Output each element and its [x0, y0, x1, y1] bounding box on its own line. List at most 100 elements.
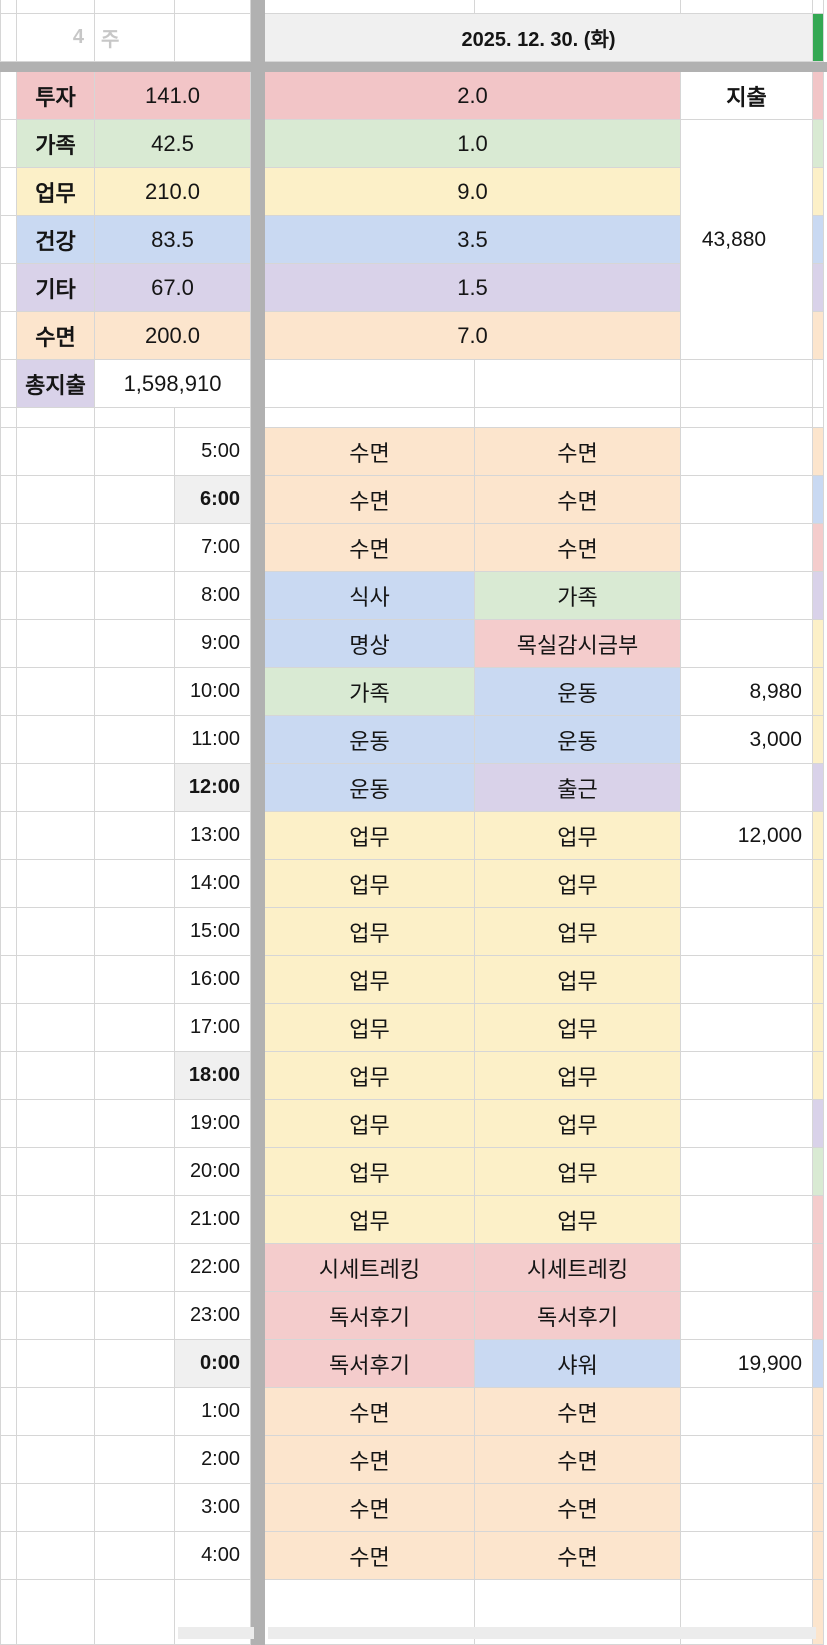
- plan-activity-cell[interactable]: 수면: [265, 1436, 475, 1484]
- actual-activity-cell[interactable]: 업무: [475, 956, 681, 1004]
- time-label-cell[interactable]: 16:00: [175, 956, 251, 1004]
- category-label[interactable]: 업무: [17, 168, 95, 216]
- row-expense-cell[interactable]: [681, 572, 813, 620]
- time-label-cell[interactable]: 2:00: [175, 1436, 251, 1484]
- plan-activity-cell[interactable]: 수면: [265, 1484, 475, 1532]
- time-label-cell[interactable]: 14:00: [175, 860, 251, 908]
- plan-activity-cell[interactable]: 수면: [265, 1532, 475, 1580]
- date-header-cell[interactable]: 2025. 12. 30. (화): [265, 14, 813, 62]
- expense-column-header[interactable]: 지출: [681, 72, 813, 120]
- plan-activity-cell[interactable]: 수면: [265, 428, 475, 476]
- time-label-cell[interactable]: 22:00: [175, 1244, 251, 1292]
- actual-activity-cell[interactable]: 수면: [475, 1532, 681, 1580]
- row-expense-cell[interactable]: [681, 1148, 813, 1196]
- plan-activity-cell[interactable]: 업무: [265, 1100, 475, 1148]
- time-label-cell[interactable]: 13:00: [175, 812, 251, 860]
- plan-activity-cell[interactable]: 수면: [265, 524, 475, 572]
- time-label-cell[interactable]: 11:00: [175, 716, 251, 764]
- plan-activity-cell[interactable]: 업무: [265, 1196, 475, 1244]
- actual-activity-cell[interactable]: 출근: [475, 764, 681, 812]
- row-expense-cell[interactable]: [681, 1196, 813, 1244]
- category-day-value[interactable]: 1.0: [265, 120, 681, 168]
- actual-activity-cell[interactable]: 수면: [475, 476, 681, 524]
- actual-activity-cell[interactable]: 업무: [475, 812, 681, 860]
- category-expense-cell[interactable]: [681, 168, 813, 216]
- row-expense-cell[interactable]: [681, 1484, 813, 1532]
- time-label-cell[interactable]: 15:00: [175, 908, 251, 956]
- row-expense-cell[interactable]: [681, 860, 813, 908]
- actual-activity-cell[interactable]: 시세트레킹: [475, 1244, 681, 1292]
- actual-activity-cell[interactable]: 수면: [475, 524, 681, 572]
- plan-activity-cell[interactable]: 운동: [265, 716, 475, 764]
- row-expense-cell[interactable]: [681, 764, 813, 812]
- plan-activity-cell[interactable]: 명상: [265, 620, 475, 668]
- row-expense-cell[interactable]: [681, 1388, 813, 1436]
- week-number-cell[interactable]: 4: [17, 14, 95, 62]
- row-expense-cell[interactable]: [681, 1244, 813, 1292]
- plan-activity-cell[interactable]: 업무: [265, 908, 475, 956]
- time-label-cell[interactable]: 19:00: [175, 1100, 251, 1148]
- time-label-cell[interactable]: 10:00: [175, 668, 251, 716]
- actual-activity-cell[interactable]: 수면: [475, 1484, 681, 1532]
- category-week-total[interactable]: 210.0: [95, 168, 251, 216]
- week-label-cell[interactable]: 주: [95, 14, 175, 62]
- plan-activity-cell[interactable]: 업무: [265, 1004, 475, 1052]
- row-expense-cell[interactable]: [681, 620, 813, 668]
- category-day-value[interactable]: 1.5: [265, 264, 681, 312]
- row-expense-cell[interactable]: 8,980: [681, 668, 813, 716]
- plan-activity-cell[interactable]: 업무: [265, 1148, 475, 1196]
- plan-activity-cell[interactable]: 시세트레킹: [265, 1244, 475, 1292]
- time-label-cell[interactable]: 7:00: [175, 524, 251, 572]
- category-expense-cell[interactable]: [681, 120, 813, 168]
- row-expense-cell[interactable]: [681, 524, 813, 572]
- actual-activity-cell[interactable]: 업무: [475, 1196, 681, 1244]
- plan-activity-cell[interactable]: 업무: [265, 1052, 475, 1100]
- time-label-cell[interactable]: 18:00: [175, 1052, 251, 1100]
- plan-activity-cell[interactable]: 독서후기: [265, 1292, 475, 1340]
- plan-activity-cell[interactable]: 독서후기: [265, 1340, 475, 1388]
- category-day-value[interactable]: 9.0: [265, 168, 681, 216]
- row-expense-cell[interactable]: [681, 1436, 813, 1484]
- actual-activity-cell[interactable]: 운동: [475, 716, 681, 764]
- plan-activity-cell[interactable]: 식사: [265, 572, 475, 620]
- category-week-total[interactable]: 141.0: [95, 72, 251, 120]
- actual-activity-cell[interactable]: 독서후기: [475, 1292, 681, 1340]
- actual-activity-cell[interactable]: 업무: [475, 1100, 681, 1148]
- category-expense-cell[interactable]: [681, 312, 813, 360]
- total-expense-value[interactable]: 1,598,910: [95, 360, 251, 408]
- total-expense-label[interactable]: 총지출: [17, 360, 95, 408]
- category-week-total[interactable]: 67.0: [95, 264, 251, 312]
- plan-activity-cell[interactable]: 업무: [265, 860, 475, 908]
- plan-activity-cell[interactable]: 업무: [265, 812, 475, 860]
- time-label-cell[interactable]: 0:00: [175, 1340, 251, 1388]
- category-week-total[interactable]: 83.5: [95, 216, 251, 264]
- row-expense-cell[interactable]: [681, 428, 813, 476]
- category-week-total[interactable]: 42.5: [95, 120, 251, 168]
- row-expense-cell[interactable]: [681, 1052, 813, 1100]
- time-label-cell[interactable]: 3:00: [175, 1484, 251, 1532]
- category-label[interactable]: 건강: [17, 216, 95, 264]
- category-day-value[interactable]: 3.5: [265, 216, 681, 264]
- row-expense-cell[interactable]: [681, 1292, 813, 1340]
- row-expense-cell[interactable]: [681, 908, 813, 956]
- time-label-cell[interactable]: 8:00: [175, 572, 251, 620]
- actual-activity-cell[interactable]: 수면: [475, 1436, 681, 1484]
- time-label-cell[interactable]: 9:00: [175, 620, 251, 668]
- actual-activity-cell[interactable]: 업무: [475, 1004, 681, 1052]
- time-label-cell[interactable]: 6:00: [175, 476, 251, 524]
- category-day-value[interactable]: 2.0: [265, 72, 681, 120]
- actual-activity-cell[interactable]: 업무: [475, 908, 681, 956]
- row-expense-cell[interactable]: [681, 476, 813, 524]
- row-expense-cell[interactable]: 12,000: [681, 812, 813, 860]
- row-expense-cell[interactable]: [681, 1100, 813, 1148]
- plan-activity-cell[interactable]: 가족: [265, 668, 475, 716]
- time-label-cell[interactable]: 5:00: [175, 428, 251, 476]
- time-label-cell[interactable]: 12:00: [175, 764, 251, 812]
- category-label[interactable]: 기타: [17, 264, 95, 312]
- time-label-cell[interactable]: 23:00: [175, 1292, 251, 1340]
- actual-activity-cell[interactable]: 업무: [475, 860, 681, 908]
- time-label-cell[interactable]: 17:00: [175, 1004, 251, 1052]
- category-week-total[interactable]: 200.0: [95, 312, 251, 360]
- plan-activity-cell[interactable]: 수면: [265, 476, 475, 524]
- time-label-cell[interactable]: 1:00: [175, 1388, 251, 1436]
